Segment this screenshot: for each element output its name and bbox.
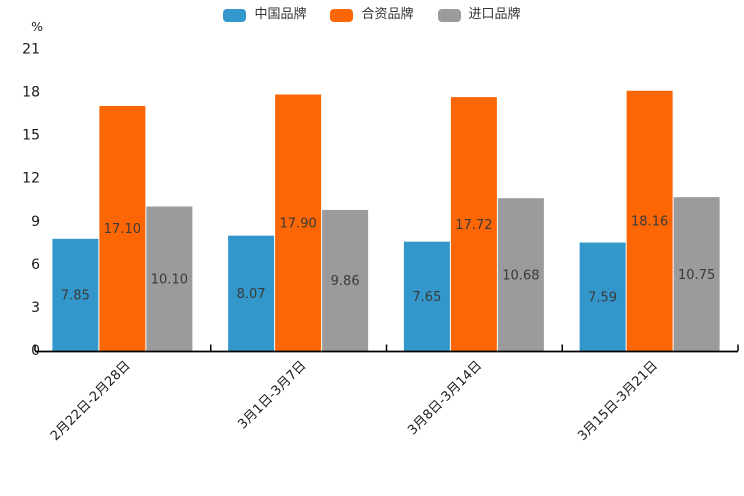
bar-series1-cat2 — [450, 97, 497, 352]
y-tick-label: 21 — [22, 42, 40, 58]
y-tick-label: 3 — [31, 300, 40, 316]
bar-series2-cat1 — [322, 209, 369, 352]
x-tick-label: 3月8日-3月14日 — [405, 358, 485, 438]
legend-item-series0[interactable]: 中国品牌 — [223, 7, 306, 23]
bar-series0-cat0 — [52, 238, 99, 352]
legend-swatch-icon — [223, 8, 247, 22]
legend-item-series2[interactable]: 进口品牌 — [437, 7, 521, 23]
legend-label: 中国品牌 — [254, 7, 307, 22]
legend-label: 合资品牌 — [361, 7, 414, 22]
y-tick-label: 15 — [22, 128, 40, 144]
y-tick-label: 18 — [22, 85, 40, 101]
y-axis-unit-label: % — [31, 19, 43, 34]
legend-swatch-icon — [330, 8, 354, 22]
bar-value-label: 10.68 — [502, 268, 539, 283]
bar-value-label: 7.85 — [61, 289, 90, 304]
bar-value-label: 10.10 — [151, 272, 188, 287]
bar-value-label: 17.10 — [104, 222, 141, 237]
bar-value-label: 10.75 — [678, 268, 715, 283]
y-tick-label: 12 — [22, 171, 40, 187]
legend-swatch-icon — [437, 8, 461, 22]
x-tick-label: 2月22日-2月28日 — [48, 358, 134, 444]
bar-series2-cat0 — [146, 206, 193, 352]
x-tick-label: 3月1日-3月7日 — [235, 358, 309, 432]
bar-value-label: 8.07 — [237, 287, 266, 302]
bar-series2-cat2 — [497, 198, 544, 352]
legend-item-series1[interactable]: 合资品牌 — [330, 7, 414, 23]
x-tick-label: 3月15日-3月21日 — [575, 358, 661, 444]
y-tick-label: 9 — [31, 214, 40, 230]
bar-value-label: 9.86 — [331, 274, 360, 289]
bar-value-label: 7.59 — [588, 291, 617, 306]
bar-series1-cat3 — [626, 90, 673, 352]
bar-value-label: 17.90 — [280, 217, 317, 232]
bar-series0-cat1 — [228, 235, 275, 352]
bar-series1-cat1 — [275, 94, 322, 352]
legend-label: 进口品牌 — [468, 7, 521, 22]
bar-value-label: 17.72 — [455, 218, 492, 233]
bar-series1-cat0 — [99, 105, 146, 352]
bar-series2-cat3 — [673, 197, 720, 352]
bar-series0-cat2 — [403, 241, 450, 352]
y-tick-label: 6 — [31, 257, 40, 273]
bar-value-label: 18.16 — [631, 215, 668, 230]
bar-value-label: 7.65 — [412, 290, 441, 305]
bar-series0-cat3 — [579, 242, 626, 352]
chart-legend: 中国品牌 合资品牌 进口品牌 — [0, 7, 744, 23]
